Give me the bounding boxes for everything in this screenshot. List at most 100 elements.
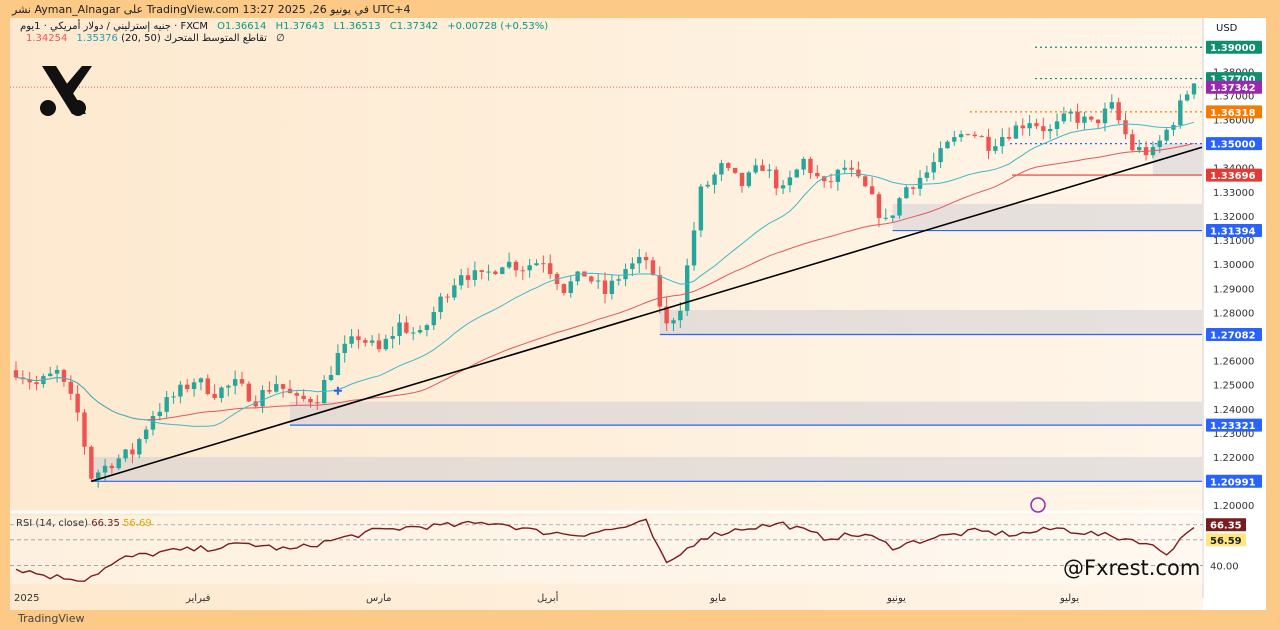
price-label: 1.37700 [1210, 75, 1256, 86]
candle [513, 261, 519, 271]
candle [506, 261, 512, 268]
x-tick-label: أبريل [537, 591, 559, 604]
candle [568, 281, 573, 294]
candle [301, 395, 306, 399]
y-tick-label: 1.25000 [1213, 381, 1254, 392]
y-tick-label: 1.23000 [1213, 429, 1254, 440]
candle [842, 167, 847, 170]
candle [191, 382, 197, 390]
candle [931, 162, 936, 173]
candle [637, 256, 642, 264]
y-tick-label: 1.20000 [1213, 501, 1254, 512]
candle [404, 322, 409, 333]
candle [1054, 121, 1060, 130]
x-tick-label: يوليو [1059, 593, 1079, 604]
candle [458, 275, 464, 286]
candle [472, 270, 478, 280]
price-label-box [1206, 418, 1262, 432]
x-tick-label: مايو [709, 593, 726, 604]
support-zone [659, 309, 1202, 335]
watermark: @Fxrest.com [1063, 556, 1201, 580]
ohlc-close: C1.37342 [389, 21, 439, 32]
tradingview-logo: TradingView [18, 612, 84, 625]
candle [274, 384, 279, 392]
currency-label[interactable]: USD [1216, 23, 1238, 34]
candle [328, 375, 334, 380]
ma-hide-icon[interactable]: ∅ [276, 33, 285, 44]
price-label: 1.36318 [1210, 108, 1256, 119]
candle [910, 187, 916, 189]
symbol-line: جنيه إسترليني / دولار أمريكي · 1يوم · FX… [20, 21, 548, 32]
candle [1047, 129, 1053, 132]
candle [616, 279, 621, 281]
candle [48, 373, 53, 377]
rsi-axis-label: 56.59 [1210, 536, 1242, 547]
price-chart[interactable]: 1.200001.210001.220001.230001.240001.250… [10, 18, 1266, 610]
candle [1116, 102, 1121, 121]
y-tick-label: 1.37000 [1213, 91, 1254, 102]
candle [623, 269, 628, 280]
y-tick-label: 1.31000 [1213, 236, 1254, 247]
price-label: 1.35000 [1210, 140, 1256, 151]
candle [965, 134, 971, 136]
candle [712, 174, 717, 185]
price-label-box [1206, 80, 1262, 94]
y-tick-label: 1.24000 [1213, 405, 1254, 416]
candle [726, 163, 731, 168]
candle [1034, 123, 1039, 127]
ma50-value: 1.34254 [26, 33, 68, 44]
price-label: 1.37342 [1210, 83, 1256, 94]
candle [561, 284, 567, 294]
candle [719, 163, 724, 175]
candle [1000, 137, 1005, 147]
candle [821, 176, 827, 182]
candle [958, 134, 964, 138]
candle [315, 402, 320, 404]
y-tick-label: 1.36000 [1213, 116, 1254, 127]
candle [534, 263, 539, 266]
candle [678, 310, 683, 321]
symbol-title: جنيه إسترليني / دولار أمريكي · 1يوم · FX… [20, 21, 208, 32]
candle [753, 165, 758, 173]
candle [445, 296, 450, 298]
candle [1061, 113, 1067, 122]
candle [1157, 140, 1162, 147]
y-tick-label: 1.22000 [1213, 453, 1254, 464]
candle [856, 169, 861, 177]
price-label: 1.27082 [1210, 330, 1256, 341]
candle [452, 285, 457, 298]
candle [1013, 125, 1019, 139]
candle [609, 280, 615, 294]
candle [815, 172, 820, 177]
candle [787, 177, 793, 186]
candle [335, 353, 341, 376]
candle [589, 276, 594, 282]
candle [630, 263, 635, 270]
y-tick-label: 1.30000 [1213, 260, 1254, 271]
price-label: 1.31394 [1210, 227, 1256, 238]
y-tick-label: 1.33000 [1213, 188, 1254, 199]
price-label: 1.39000 [1210, 43, 1256, 54]
candle [698, 186, 704, 231]
y-tick-label: 1.29000 [1213, 284, 1254, 295]
candle [267, 390, 272, 392]
candle [143, 429, 149, 440]
candle [431, 312, 436, 326]
candle [924, 172, 930, 178]
candle [993, 146, 998, 151]
candle [1191, 83, 1197, 95]
price-label-box [1206, 168, 1262, 182]
candle [130, 449, 135, 455]
candle [308, 398, 313, 403]
crosshair-marker [333, 386, 342, 395]
candle [226, 385, 231, 388]
y-tick-label: 1.28000 [1213, 308, 1254, 319]
trendline [91, 146, 1203, 483]
candle [54, 369, 60, 374]
candle [808, 158, 813, 173]
candle [527, 265, 532, 271]
price-label: 1.23321 [1210, 421, 1256, 432]
candle [1095, 119, 1101, 124]
candle [917, 177, 923, 189]
candle [89, 446, 94, 479]
